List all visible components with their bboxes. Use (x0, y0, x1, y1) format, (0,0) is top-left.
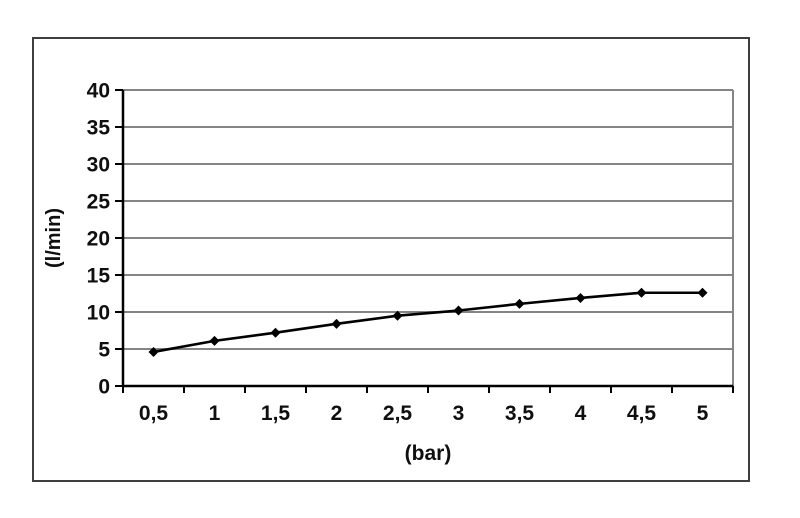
data-point-marker (392, 310, 403, 321)
data-point-marker (453, 305, 464, 316)
y-tick-label: 30 (87, 154, 110, 177)
y-tick-label: 5 (98, 339, 110, 362)
y-tick-label: 20 (87, 228, 110, 251)
data-point-marker (148, 346, 159, 357)
data-point-marker (270, 327, 281, 338)
y-axis-title: (l/min) (43, 208, 65, 268)
y-tick-label: 10 (87, 302, 110, 325)
data-point-marker (514, 298, 525, 309)
x-tick-label: 1 (209, 402, 221, 425)
y-tick-label: 25 (87, 191, 111, 214)
x-axis-title: (bar) (405, 442, 452, 465)
x-tick-label: 3 (453, 402, 465, 425)
data-point-marker (331, 318, 342, 329)
data-point-marker (636, 287, 647, 298)
x-tick-label: 1,5 (261, 402, 291, 425)
x-tick-label: 4,5 (627, 402, 657, 425)
x-tick-label: 3,5 (505, 402, 535, 425)
y-tick-label: 40 (87, 80, 110, 103)
data-point-marker (209, 335, 220, 346)
flow-vs-pressure-line-chart: 0 5 10 15 20 25 30 35 40 0,5 1 1,5 2 2,5 3 3,5 4 4,5 5 (l/m… (43, 80, 734, 465)
data-point-marker (697, 287, 708, 298)
data-point-marker (575, 292, 586, 303)
x-tick-label: 0,5 (139, 402, 169, 425)
x-tick-label: 2,5 (383, 402, 413, 425)
y-tick-label: 15 (87, 265, 111, 288)
x-tick-label: 5 (697, 402, 709, 425)
x-tick-label: 4 (575, 402, 587, 425)
y-tick-label: 0 (98, 376, 110, 399)
chart-figure: 0 5 10 15 20 25 30 35 40 0,5 1 1,5 2 2,5 3 3,5 4 4,5 5 (l/m… (32, 37, 750, 482)
series-line (153, 291, 703, 354)
y-tick-label: 35 (87, 117, 111, 140)
x-tick-label: 2 (331, 402, 343, 425)
